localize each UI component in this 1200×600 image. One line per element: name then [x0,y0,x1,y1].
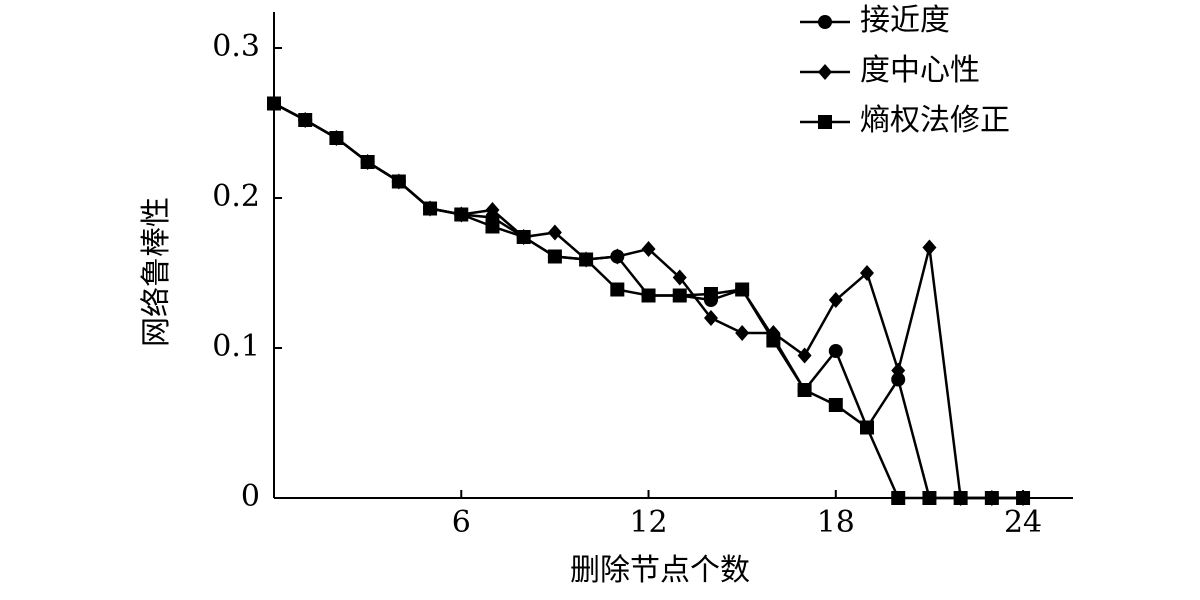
marker [860,420,875,435]
marker [579,252,594,267]
legend-label: 接近度 [860,3,950,38]
marker [485,202,500,218]
y-tick-label: 0.1 [212,329,260,364]
marker [423,201,438,216]
marker [891,362,906,379]
x-tick-label: 24 [1004,505,1042,540]
marker [329,131,344,145]
legend-label: 熵权法修正 [860,103,1010,138]
x-tick-label: 18 [817,505,855,540]
marker [610,282,625,297]
marker [797,347,812,364]
x-tick-label: 6 [452,505,471,540]
marker [818,115,832,129]
marker [797,383,812,397]
marker [516,230,531,244]
marker [766,333,781,348]
legend-label: 度中心性 [860,53,980,88]
marker [610,248,625,265]
marker [953,491,968,505]
marker [984,491,999,505]
marker [735,282,750,297]
marker [298,113,313,127]
marker [391,174,406,189]
marker [547,224,562,241]
x-axis-label: 删除节点个数 [570,553,750,588]
marker [267,96,281,111]
marker [641,288,656,303]
y-axis-label: 网络鲁棒性 [139,197,174,347]
y-tick-label: 0.3 [212,29,260,64]
y-tick-label: 0.2 [212,179,260,214]
x-tick-label: 12 [629,505,667,540]
marker [672,269,687,286]
marker [672,288,687,303]
marker [891,491,906,505]
marker [922,239,937,256]
marker [360,155,375,169]
marker [828,292,843,308]
marker [828,398,843,412]
marker [828,344,843,358]
marker [703,287,718,301]
marker [922,491,937,505]
marker [860,265,875,281]
marker [818,15,832,29]
marker [703,310,718,326]
marker [891,372,906,387]
marker [735,325,750,341]
y-tick-label: 0 [241,479,260,514]
marker [485,219,500,234]
marker [641,241,656,257]
marker [1016,491,1031,505]
marker [454,207,469,222]
marker [547,249,562,264]
marker [818,64,832,80]
